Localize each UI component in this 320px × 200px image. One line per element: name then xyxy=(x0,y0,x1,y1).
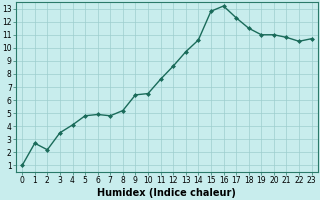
X-axis label: Humidex (Indice chaleur): Humidex (Indice chaleur) xyxy=(98,188,236,198)
